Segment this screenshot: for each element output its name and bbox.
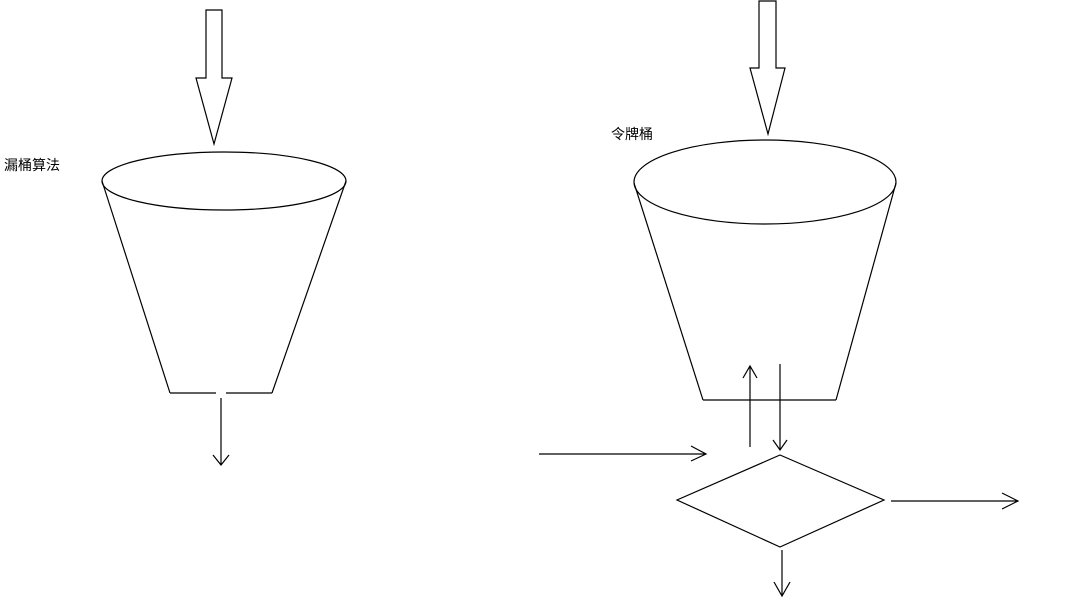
request-reject-arrow [773,550,791,598]
token-input-arrow [749,0,786,137]
token-bucket-rim [633,139,897,225]
leaky-bucket-left-side [101,180,171,394]
token-bucket [633,0,897,452]
request-output-arrow [891,492,1020,510]
leaky-bucket [101,9,347,466]
leaky-output-arrow [212,398,230,466]
token-bucket-left-side [633,182,704,401]
token-bucket-label: 令牌桶 [611,127,653,143]
token-bucket-right-side [835,182,897,401]
request-input-arrow [539,445,708,462]
leaky-bucket-label: 漏桶算法 [4,158,60,174]
leaky-bucket-rim [101,151,347,211]
request-flow [539,445,1020,598]
token-up-arrow [742,364,758,447]
leaky-input-arrow [195,9,233,147]
decision-diamond [675,454,886,548]
token-down-arrow [772,364,788,452]
leaky-bucket-right-side [271,180,347,394]
